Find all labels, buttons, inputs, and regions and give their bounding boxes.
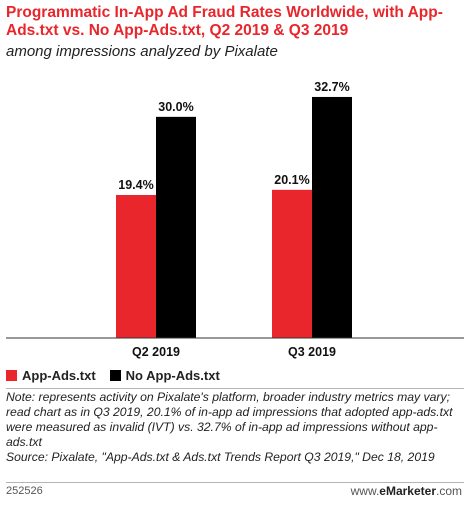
brand-name: eMarketer bbox=[379, 484, 436, 498]
source-text: Source: Pixalate, "App-Ads.txt & Ads.txt… bbox=[6, 450, 435, 464]
chart-subtitle: among impressions analyzed by Pixalate bbox=[6, 43, 278, 60]
legend-swatch-app-ads bbox=[6, 369, 17, 381]
brand-suffix: .com bbox=[435, 484, 462, 498]
divider-top bbox=[6, 388, 464, 389]
bar-no-app-ads-q2-2019 bbox=[156, 116, 196, 338]
legend-item-no-app-ads: No App-Ads.txt bbox=[109, 367, 220, 383]
notes: Note: represents activity on Pixalate's … bbox=[6, 390, 466, 465]
bar-no-app-ads-q3-2019 bbox=[312, 96, 352, 338]
legend-item-app-ads: App-Ads.txt bbox=[6, 368, 96, 383]
legend-swatch-no-app-ads bbox=[109, 369, 121, 381]
brand-prefix: www. bbox=[350, 484, 380, 498]
chart-id: 252526 bbox=[6, 485, 43, 497]
category-label-q3-2019: Q3 2019 bbox=[288, 345, 336, 359]
legend-label-no-app-ads: No App-Ads.txt bbox=[125, 367, 220, 383]
divider-bottom bbox=[6, 482, 464, 483]
data-labels-group: 19.4% 30.0% 20.1% 32.7% bbox=[118, 80, 349, 192]
category-labels-group: Q2 2019 Q3 2019 bbox=[132, 345, 336, 359]
note-text: Note: represents activity on Pixalate's … bbox=[6, 390, 453, 449]
data-label-app-ads-q2-2019: 19.4% bbox=[118, 178, 153, 192]
legend-label-app-ads: App-Ads.txt bbox=[22, 367, 96, 383]
data-label-app-ads-q3-2019: 20.1% bbox=[274, 173, 309, 187]
bar-app-ads-q3-2019 bbox=[272, 189, 312, 338]
legend: App-Ads.txt No App-Ads.txt bbox=[6, 367, 234, 383]
category-label-q2-2019: Q2 2019 bbox=[132, 345, 180, 359]
bar-chart: 19.4% 30.0% 20.1% 32.7% Q2 2019 Q3 2019 bbox=[6, 80, 464, 359]
brand-link[interactable]: www.eMarketer.com bbox=[351, 484, 462, 498]
bar-app-ads-q2-2019 bbox=[116, 194, 156, 338]
bars-group bbox=[116, 96, 352, 338]
data-label-no-app-ads-q2-2019: 30.0% bbox=[158, 100, 193, 114]
chart-title: Programmatic In-App Ad Fraud Rates World… bbox=[6, 4, 443, 39]
data-label-no-app-ads-q3-2019: 32.7% bbox=[314, 80, 349, 94]
